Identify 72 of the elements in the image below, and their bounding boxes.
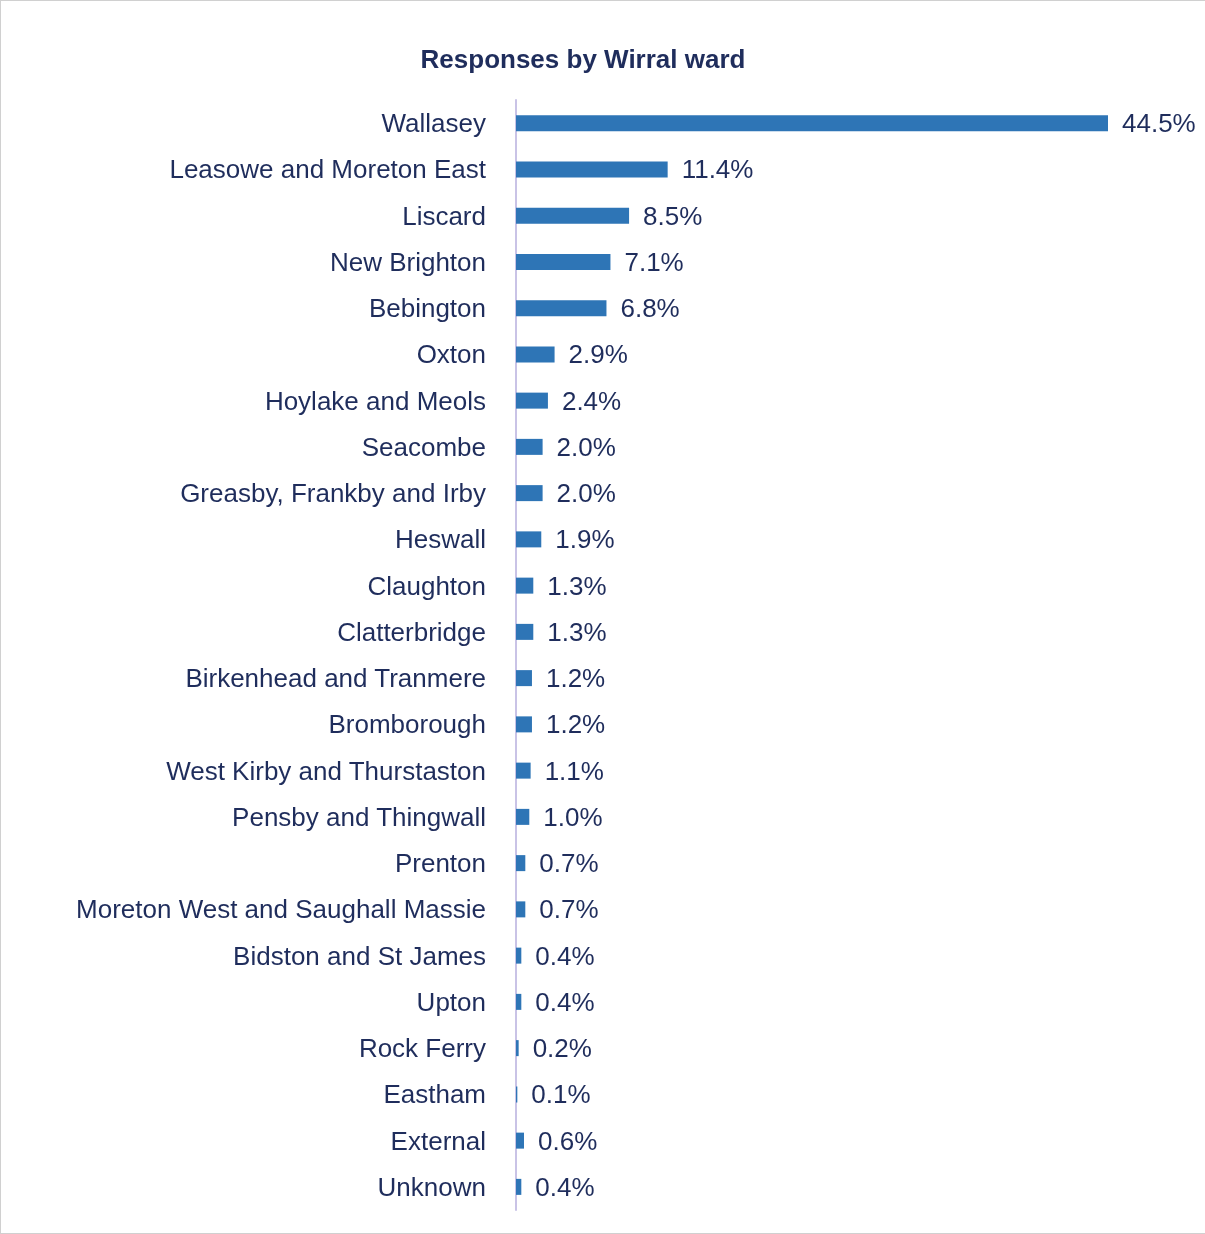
- data-label: 11.4%: [681, 154, 754, 185]
- data-label: 1.1%: [544, 755, 604, 786]
- data-label: 8.5%: [643, 200, 703, 231]
- data-label: 2.4%: [561, 385, 622, 416]
- y-tick-label: West Kirby and Thurstaston: [166, 755, 486, 786]
- data-label: 1.0%: [543, 801, 603, 832]
- y-tick-label: Bebington: [368, 293, 486, 324]
- y-tick-label: Hoylake and Meols: [264, 385, 486, 416]
- y-tick-label: External: [390, 1125, 486, 1156]
- bar: [516, 346, 555, 363]
- y-tick-label: Liscard: [402, 200, 486, 231]
- bar: [516, 161, 668, 178]
- y-tick-label: Bromborough: [328, 709, 486, 740]
- bar: [516, 670, 532, 687]
- y-tick-label: Bidston and St James: [233, 940, 486, 971]
- y-tick-label: New Brighton: [329, 246, 486, 277]
- y-tick-label: Upton: [416, 986, 486, 1017]
- bar: [516, 1040, 519, 1057]
- bar: [516, 392, 548, 409]
- chart-title: Responses by Wirral ward: [420, 44, 746, 74]
- data-label: 0.7%: [539, 848, 599, 879]
- y-tick-label: Eastham: [383, 1079, 486, 1110]
- bar: [516, 901, 526, 918]
- bar: [516, 808, 530, 825]
- bar: [516, 993, 522, 1010]
- data-label: 2.0%: [556, 431, 616, 462]
- y-tick-label: Unknown: [377, 1171, 486, 1202]
- data-label: 1.2%: [545, 663, 606, 694]
- y-tick-label: Clatterbridge: [337, 616, 486, 647]
- data-label: 0.6%: [537, 1125, 598, 1156]
- bar: [516, 762, 531, 779]
- y-tick-label: Moreton West and Saughall Massie: [76, 894, 486, 925]
- y-tick-label: Oxton: [416, 339, 486, 370]
- data-label: 6.8%: [620, 293, 680, 324]
- bar: [516, 716, 532, 733]
- data-label: 0.4%: [535, 1171, 595, 1202]
- y-tick-label: Leasowe and Moreton East: [169, 154, 487, 185]
- bar: [516, 947, 522, 964]
- bar: [516, 207, 630, 224]
- bar: [516, 253, 611, 270]
- bar: [516, 115, 1108, 132]
- y-tick-label: Seacombe: [361, 431, 486, 462]
- y-tick-label: Birkenhead and Tranmere: [185, 663, 486, 694]
- bar: [516, 300, 607, 317]
- data-label: 0.7%: [539, 894, 599, 925]
- y-tick-label: Rock Ferry: [358, 1033, 486, 1064]
- data-label: 0.4%: [535, 986, 595, 1017]
- y-tick-label: Heswall: [394, 524, 486, 555]
- y-tick-label: Claughton: [367, 570, 486, 601]
- data-label: 0.2%: [532, 1033, 592, 1064]
- bar: [516, 438, 543, 455]
- bar: [516, 1132, 524, 1149]
- data-label: 1.3%: [547, 570, 607, 601]
- data-label: 1.9%: [555, 524, 615, 555]
- y-tick-label: Wallasey: [381, 108, 486, 139]
- data-label: 1.3%: [547, 616, 607, 647]
- y-tick-label: Prenton: [394, 848, 486, 879]
- data-label: 44.5%: [1122, 108, 1196, 139]
- y-tick-label: Pensby and Thingwall: [232, 801, 486, 832]
- bar: [516, 531, 542, 548]
- data-label: 0.1%: [531, 1079, 591, 1110]
- bar: [516, 1178, 522, 1195]
- y-tick-label: Greasby, Frankby and Irby: [180, 478, 486, 509]
- bar: [516, 577, 534, 594]
- bar: [516, 623, 534, 640]
- data-label: 0.4%: [535, 940, 595, 971]
- bar: [516, 485, 543, 502]
- data-label: 2.9%: [568, 339, 628, 370]
- bar: [516, 855, 526, 872]
- data-label: 7.1%: [624, 246, 684, 277]
- data-label: 1.2%: [545, 709, 606, 740]
- data-label: 2.0%: [556, 478, 616, 509]
